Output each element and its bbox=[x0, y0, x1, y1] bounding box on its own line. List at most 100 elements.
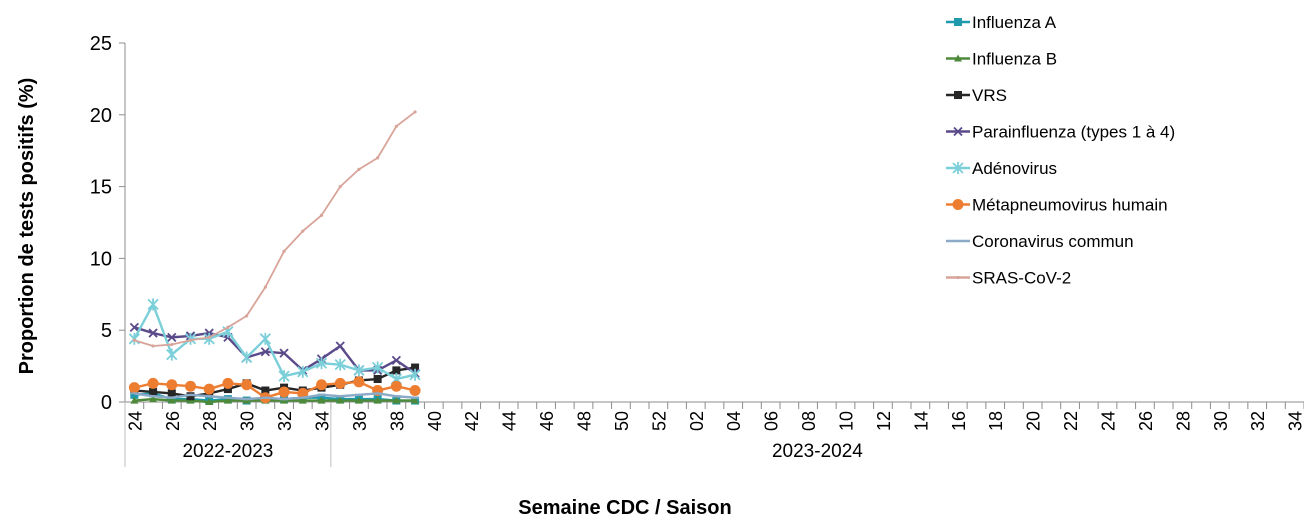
x-axis-title: Semaine CDC / Saison bbox=[518, 497, 731, 519]
data-point bbox=[278, 370, 290, 383]
data-point bbox=[334, 358, 346, 371]
x-tick-label: 12 bbox=[874, 411, 894, 431]
x-tick-label: 24 bbox=[125, 411, 145, 431]
legend-label: SRAS-CoV-2 bbox=[972, 269, 1071, 288]
y-tick-label: 20 bbox=[90, 105, 112, 127]
data-point bbox=[298, 396, 307, 404]
series-7 bbox=[132, 110, 417, 348]
y-tick-label: 25 bbox=[90, 33, 112, 55]
data-point bbox=[205, 398, 214, 405]
y-axis-title: Proportion de tests positifs (%) bbox=[16, 78, 38, 375]
legend: Influenza A Influenza B VRS Parainfluenza (… bbox=[946, 13, 1175, 288]
data-point bbox=[167, 389, 176, 398]
x-tick-label: 14 bbox=[911, 411, 931, 431]
data-point bbox=[376, 156, 380, 160]
x-tick-label: 18 bbox=[986, 411, 1006, 431]
data-point bbox=[392, 396, 401, 404]
legend-marker bbox=[954, 54, 962, 62]
data-point bbox=[170, 342, 174, 347]
data-point bbox=[149, 387, 158, 396]
data-point bbox=[186, 392, 195, 401]
data-point bbox=[373, 375, 382, 384]
x-tick-label: 16 bbox=[949, 411, 969, 431]
x-tick-label: 28 bbox=[1173, 411, 1193, 431]
data-point bbox=[316, 379, 327, 391]
x-tick-label: 48 bbox=[575, 411, 595, 431]
data-point bbox=[149, 395, 158, 403]
legend-marker bbox=[956, 275, 960, 280]
x-tick-label: 46 bbox=[537, 411, 557, 431]
legend-label: Coronavirus commun bbox=[972, 232, 1134, 251]
data-point bbox=[167, 332, 177, 343]
data-point bbox=[223, 385, 232, 394]
x-tick-label: 30 bbox=[238, 411, 258, 431]
data-point bbox=[279, 348, 289, 358]
data-point bbox=[411, 363, 420, 372]
data-point bbox=[129, 322, 139, 332]
data-point bbox=[241, 379, 253, 391]
data-point bbox=[223, 396, 232, 404]
x-tick-label: 08 bbox=[799, 411, 819, 431]
data-point bbox=[319, 213, 324, 217]
legend-item: VRS bbox=[946, 86, 1007, 105]
data-point bbox=[185, 380, 196, 392]
series-layer bbox=[128, 110, 421, 405]
legend-label: VRS bbox=[972, 86, 1007, 105]
series-line bbox=[134, 392, 416, 401]
legend-item: SRAS-CoV-2 bbox=[946, 269, 1071, 288]
legend-item: Métapneumovirus humain bbox=[946, 196, 1168, 215]
legend-marker bbox=[952, 199, 964, 210]
data-point bbox=[338, 185, 342, 189]
legend-label: Adénovirus bbox=[972, 159, 1057, 178]
legend-label: Influenza A bbox=[972, 13, 1057, 32]
x-tick-label: 20 bbox=[1024, 411, 1044, 431]
data-point bbox=[301, 229, 305, 233]
x-tick-label: 10 bbox=[837, 411, 857, 431]
data-point bbox=[391, 355, 401, 365]
data-point bbox=[151, 344, 155, 348]
series-line bbox=[134, 397, 416, 404]
data-point bbox=[354, 396, 363, 404]
legend-label: Influenza B bbox=[972, 50, 1057, 69]
data-point bbox=[188, 338, 193, 342]
data-point bbox=[147, 377, 159, 389]
data-point bbox=[411, 396, 420, 404]
legend-marker bbox=[952, 162, 964, 174]
data-point bbox=[128, 382, 140, 394]
data-point bbox=[392, 366, 401, 375]
data-point bbox=[353, 376, 365, 388]
data-point bbox=[261, 386, 270, 395]
x-tick-label: 26 bbox=[163, 411, 183, 431]
data-point bbox=[147, 298, 159, 311]
data-point bbox=[132, 338, 136, 342]
data-point bbox=[372, 361, 384, 374]
data-point bbox=[130, 390, 139, 399]
data-point bbox=[245, 314, 249, 318]
x-tick-label: 42 bbox=[462, 411, 482, 431]
x-tick-label: 30 bbox=[1211, 411, 1231, 431]
series-line bbox=[134, 326, 416, 375]
data-point bbox=[390, 380, 402, 392]
x-tick-label: 50 bbox=[612, 411, 632, 431]
data-point bbox=[207, 335, 211, 339]
data-point bbox=[259, 332, 271, 345]
y-tick-label: 0 bbox=[101, 392, 112, 414]
legend-item: Adénovirus bbox=[946, 159, 1057, 178]
data-point bbox=[263, 285, 267, 289]
season-label: 2023-2024 bbox=[772, 441, 863, 462]
x-tick-label: 32 bbox=[1248, 411, 1268, 431]
data-point bbox=[297, 365, 309, 378]
data-point bbox=[226, 325, 230, 329]
x-tick-label: 40 bbox=[425, 411, 445, 431]
data-point bbox=[335, 341, 345, 351]
data-point bbox=[130, 396, 139, 404]
data-point bbox=[409, 385, 421, 397]
legend-item: Coronavirus commun bbox=[946, 232, 1134, 251]
data-point bbox=[394, 124, 398, 128]
x-tick-label: 36 bbox=[350, 411, 370, 431]
data-point bbox=[353, 364, 365, 377]
legend-item: Influenza B bbox=[946, 50, 1057, 69]
x-tick-label: 22 bbox=[1061, 411, 1081, 431]
